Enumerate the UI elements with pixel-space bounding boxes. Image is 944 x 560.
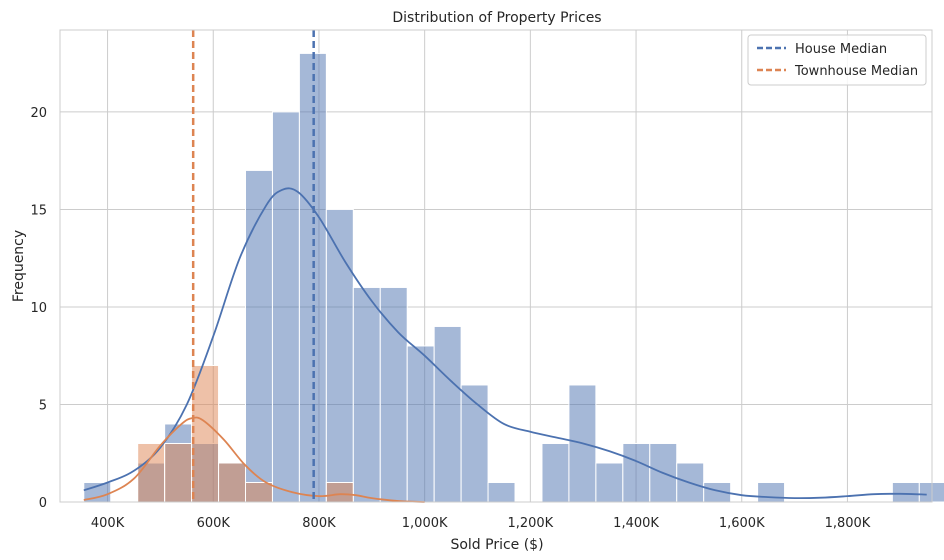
y-tick-label: 15 [30,203,47,218]
x-tick-label: 1,600K [719,516,765,531]
histogram-bar [352,286,381,503]
x-tick-label: 1,200K [507,516,553,531]
x-tick-label: 600K [197,516,231,531]
histogram-bar [757,481,786,503]
y-tick-label: 0 [39,496,47,511]
legend-box [747,34,927,86]
townhouse-bars [137,364,354,503]
histogram-bar [487,481,516,503]
legend-townhouse-label: Townhouse Median [794,64,918,79]
histogram-bar [244,169,273,503]
townhouse-kde-line [83,416,425,503]
x-tick-label: 1,800K [825,516,871,531]
y-tick-label: 10 [30,301,47,316]
kde-curves [83,187,927,503]
histogram-bar [191,364,220,503]
chart-title: Distribution of Property Prices [392,10,601,26]
legend: House Median Townhouse Median [747,34,927,86]
histogram-bar [271,111,300,503]
plot-border [59,29,933,503]
histogram-bar [595,462,624,503]
histogram-bar [325,481,354,503]
y-axis-label: Frequency [11,230,27,302]
histogram-bar [433,325,462,503]
x-tick-label: 400K [91,516,125,531]
median-lines [191,30,315,502]
histogram-bar [164,442,193,503]
histogram-bar [541,442,570,503]
x-tick-label: 1,000K [402,516,448,531]
y-tick-label: 5 [39,398,47,413]
histogram-bar [891,481,920,503]
histogram-bar [137,442,166,503]
histogram-bar [325,208,354,503]
histogram-bar [622,442,651,503]
house-kde-line [83,187,927,500]
x-axis-ticks: 400K 600K 800K 1,000K 1,200K 1,400K 1,600K 1,80… [91,516,871,531]
x-tick-label: 800K [302,516,336,531]
y-axis-ticks: 0 5 10 15 20 [30,106,47,511]
x-axis-label: Sold Price ($) [450,537,543,553]
histogram-bar [406,345,435,503]
x-tick-label: 1,400K [613,516,659,531]
legend-house-label: House Median [795,42,887,57]
histogram-bar [379,286,408,503]
histogram-bar [460,384,489,503]
y-tick-label: 20 [30,106,47,121]
histogram-bar [244,481,273,503]
histogram-bar [218,462,246,503]
